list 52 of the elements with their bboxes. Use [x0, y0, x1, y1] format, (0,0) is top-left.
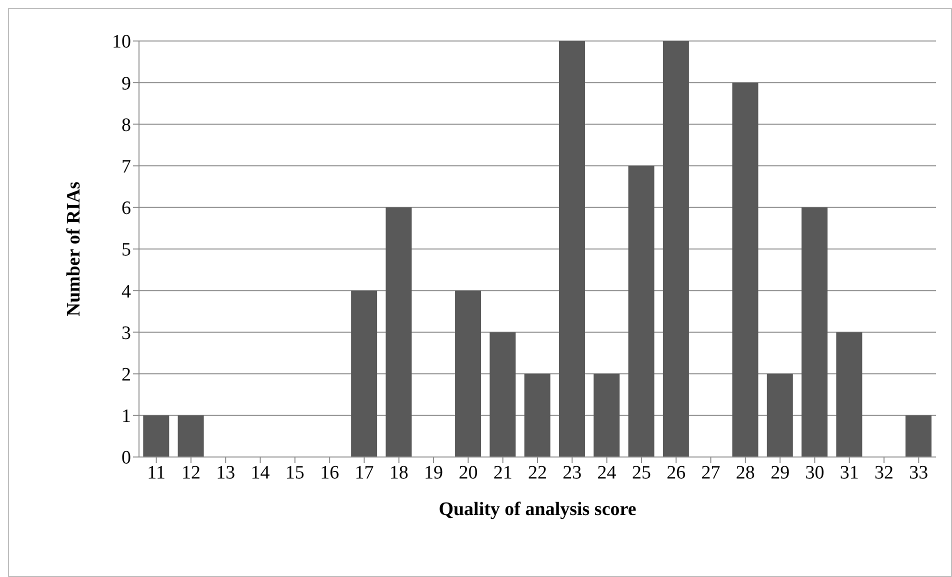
x-tick-label: 17 — [354, 462, 374, 484]
bar — [628, 166, 654, 457]
bar — [524, 374, 550, 457]
y-axis-title: Number of RIAs — [64, 182, 85, 316]
bar — [143, 415, 170, 457]
bar — [455, 290, 482, 457]
bar — [490, 332, 516, 457]
y-tick-label: 5 — [122, 240, 131, 261]
x-tick-label: 27 — [701, 462, 720, 484]
x-tick-label: 22 — [528, 462, 547, 484]
x-tick-label: 28 — [736, 462, 755, 484]
bar — [351, 290, 378, 457]
y-tick-label: 9 — [122, 73, 131, 94]
y-tick-label: 10 — [112, 32, 131, 53]
x-tick-label: 24 — [597, 462, 617, 484]
x-tick-label: 20 — [458, 462, 478, 484]
x-tick-label: 18 — [389, 462, 408, 484]
bar — [906, 415, 932, 457]
bar — [558, 41, 585, 457]
x-axis-title: Quality of analysis score — [438, 499, 636, 520]
bar — [594, 374, 620, 457]
x-tick-label: 19 — [424, 462, 444, 484]
x-tick-label: 16 — [320, 462, 340, 484]
x-tick-label: 31 — [840, 462, 859, 484]
bar — [766, 374, 793, 457]
bar — [662, 41, 689, 457]
y-tick-label: 2 — [122, 364, 131, 386]
y-tick-label: 6 — [122, 198, 131, 220]
x-tick-label: 14 — [250, 462, 270, 484]
x-tick-label: 15 — [285, 462, 304, 484]
x-tick-label: 12 — [181, 462, 200, 484]
x-tick-label: 30 — [805, 462, 824, 484]
bar — [386, 207, 412, 457]
y-tick-label: 3 — [122, 322, 131, 344]
x-tick-label: 32 — [874, 462, 894, 484]
bar — [802, 207, 828, 457]
x-tick-label: 13 — [216, 462, 236, 484]
x-tick-label: 23 — [562, 462, 582, 484]
bar — [178, 415, 204, 457]
x-tick-label: 29 — [770, 462, 790, 484]
y-tick-label: 0 — [122, 448, 131, 469]
y-tick-label: 1 — [122, 406, 131, 428]
bar — [836, 332, 862, 457]
y-tick-label: 7 — [122, 156, 131, 178]
x-tick-label: 21 — [493, 462, 512, 484]
y-tick-label: 4 — [122, 281, 132, 302]
y-tick-label: 8 — [122, 114, 131, 136]
bar — [732, 82, 758, 457]
x-tick-label: 26 — [666, 462, 686, 484]
x-tick-label: 11 — [147, 462, 166, 484]
x-tick-label: 25 — [632, 462, 651, 484]
x-tick-label: 33 — [909, 462, 928, 484]
